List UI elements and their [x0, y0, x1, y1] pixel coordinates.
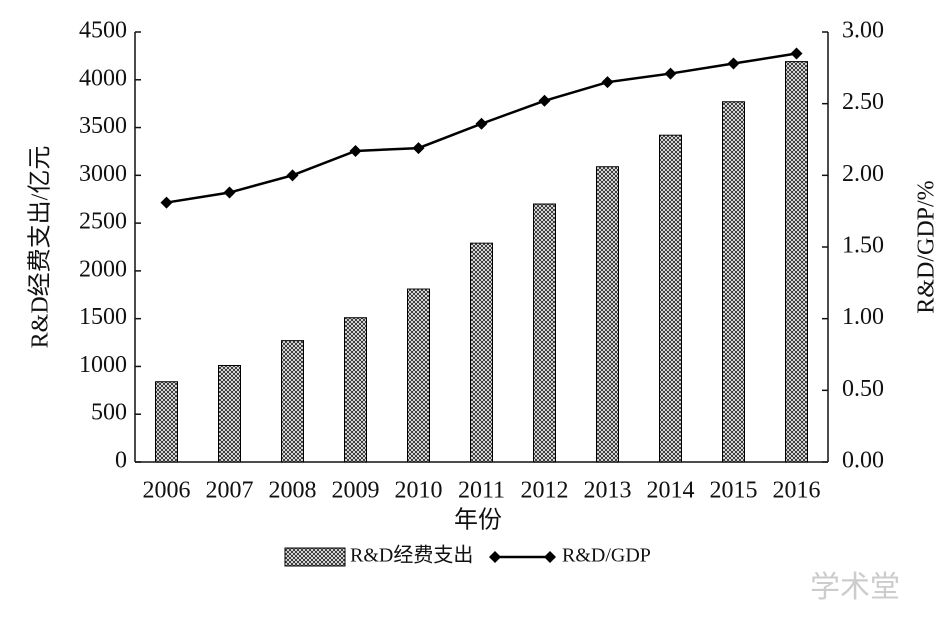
- y-tick-label: 1500: [79, 304, 127, 330]
- y-tick-label: 4000: [79, 65, 127, 91]
- legend-label: R&D经费支出: [350, 544, 473, 567]
- x-tick-label: 2007: [206, 478, 254, 504]
- bar: [533, 203, 556, 463]
- x-tick-label: 2015: [710, 478, 758, 504]
- y-tick-label: 3000: [79, 161, 127, 187]
- x-tick-label: 2016: [773, 478, 821, 504]
- watermark: 学术堂: [810, 571, 900, 604]
- y-tick-label: 0: [115, 448, 127, 474]
- marker: [286, 169, 299, 182]
- marker: [223, 186, 236, 199]
- marker: [664, 67, 677, 80]
- bar: [785, 61, 808, 463]
- y2-tick-label: 3.00: [842, 18, 884, 44]
- x-tick-label: 2009: [332, 478, 380, 504]
- legend-marker: [544, 551, 556, 563]
- y-axis-label: R&D经费支出/亿元: [27, 146, 54, 349]
- x-tick-label: 2013: [584, 478, 632, 504]
- marker: [538, 94, 551, 107]
- legend-marker: [489, 551, 501, 563]
- bar: [218, 364, 241, 463]
- y-tick-label: 4500: [79, 18, 127, 44]
- bar: [281, 340, 304, 463]
- y-tick-label: 2000: [79, 256, 127, 282]
- bar: [344, 317, 367, 463]
- y2-tick-label: 0.00: [842, 448, 884, 474]
- y-tick-label: 1000: [79, 352, 127, 378]
- x-tick-label: 2012: [521, 478, 569, 504]
- bar: [659, 134, 682, 463]
- y2-tick-label: 1.50: [842, 233, 884, 259]
- bar: [407, 288, 430, 463]
- x-tick-label: 2014: [647, 478, 695, 504]
- y2-tick-label: 0.50: [842, 376, 884, 402]
- marker: [727, 57, 740, 70]
- y2-tick-label: 2.00: [842, 161, 884, 187]
- y-tick-label: 2500: [79, 209, 127, 235]
- marker: [412, 142, 425, 155]
- y-tick-label: 500: [91, 400, 127, 426]
- x-tick-label: 2008: [269, 478, 317, 504]
- legend-label: R&D/GDP: [562, 545, 651, 567]
- marker: [601, 76, 614, 89]
- legend-swatch: [284, 547, 346, 567]
- bar: [470, 242, 493, 463]
- y-tick-label: 3500: [79, 113, 127, 139]
- x-tick-label: 2010: [395, 478, 443, 504]
- x-axis-label: 年份: [454, 507, 502, 534]
- marker: [790, 47, 803, 60]
- bar: [596, 166, 619, 463]
- x-tick-label: 2011: [458, 478, 505, 504]
- marker: [349, 144, 362, 157]
- marker: [160, 196, 173, 209]
- y2-tick-label: 2.50: [842, 89, 884, 115]
- marker: [475, 117, 488, 130]
- x-tick-label: 2006: [143, 478, 191, 504]
- bar: [722, 101, 745, 463]
- y2-axis-label: R&D/GDP/%: [914, 180, 940, 313]
- y2-tick-label: 1.00: [842, 304, 884, 330]
- bar: [155, 381, 178, 463]
